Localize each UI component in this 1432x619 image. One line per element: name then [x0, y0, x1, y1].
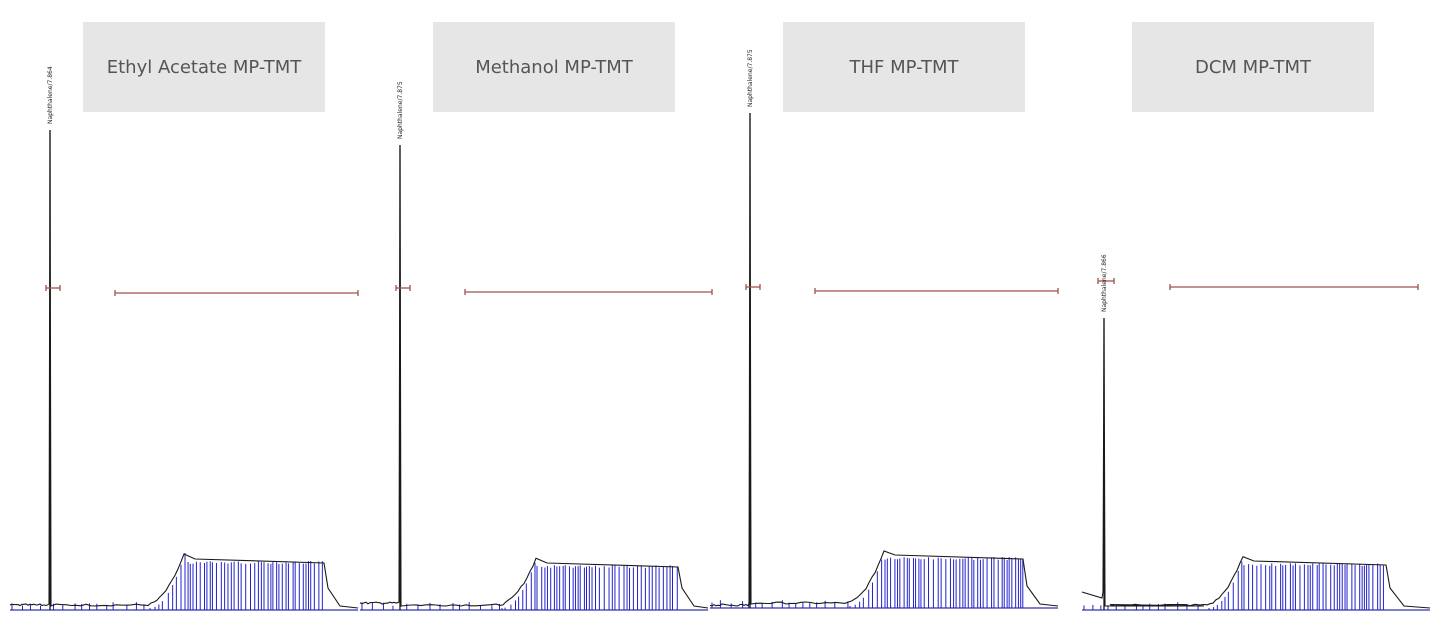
chart-title: THF MP-TMT	[783, 22, 1025, 112]
peak-label: Naphthalene/7.866	[1101, 254, 1108, 312]
chromatogram-trace	[9, 129, 359, 609]
integration-marks	[1083, 561, 1384, 610]
peak-label: Naphthalene/7.875	[397, 81, 404, 139]
chromatogram-trace	[1081, 317, 1431, 609]
chart-title: Methanol MP-TMT	[433, 22, 675, 112]
integration-marks	[361, 562, 678, 610]
integration-marks	[11, 553, 323, 610]
chart-title: DCM MP-TMT	[1132, 22, 1374, 112]
error-bar-short	[395, 285, 411, 291]
error-bar-long	[464, 289, 713, 295]
chromatogram-panel: THF MP-TMT Naphthalene/7.875	[709, 0, 1060, 619]
error-bar-short	[1097, 278, 1115, 284]
error-bar-long	[1169, 284, 1419, 290]
error-bar-short	[45, 285, 61, 291]
error-bar-short	[745, 284, 761, 290]
chromatogram-plot: Naphthalene/7.875	[359, 81, 713, 611]
chromatogram-panel: Ethyl Acetate MP-TMT Naphthalene/7.864	[9, 0, 360, 619]
chromatogram-plot: Naphthalene/7.875	[709, 49, 1059, 609]
chart-title: Ethyl Acetate MP-TMT	[83, 22, 325, 112]
chromatogram-trace	[359, 144, 709, 609]
chromatogram-plot: Naphthalene/7.864	[9, 66, 359, 611]
error-bar-long	[114, 290, 359, 296]
peak-label: Naphthalene/7.864	[47, 66, 54, 124]
integration-marks	[711, 557, 1024, 608]
chromatogram-panel: Methanol MP-TMT Naphthalene/7.875	[359, 0, 713, 619]
chromatogram-panel: DCM MP-TMT Naphthalene/7.866	[1081, 0, 1432, 619]
chromatogram-plot: Naphthalene/7.866	[1081, 254, 1431, 611]
chromatogram-trace	[709, 112, 1059, 607]
error-bar-long	[814, 288, 1059, 294]
peak-label: Naphthalene/7.875	[747, 49, 754, 107]
